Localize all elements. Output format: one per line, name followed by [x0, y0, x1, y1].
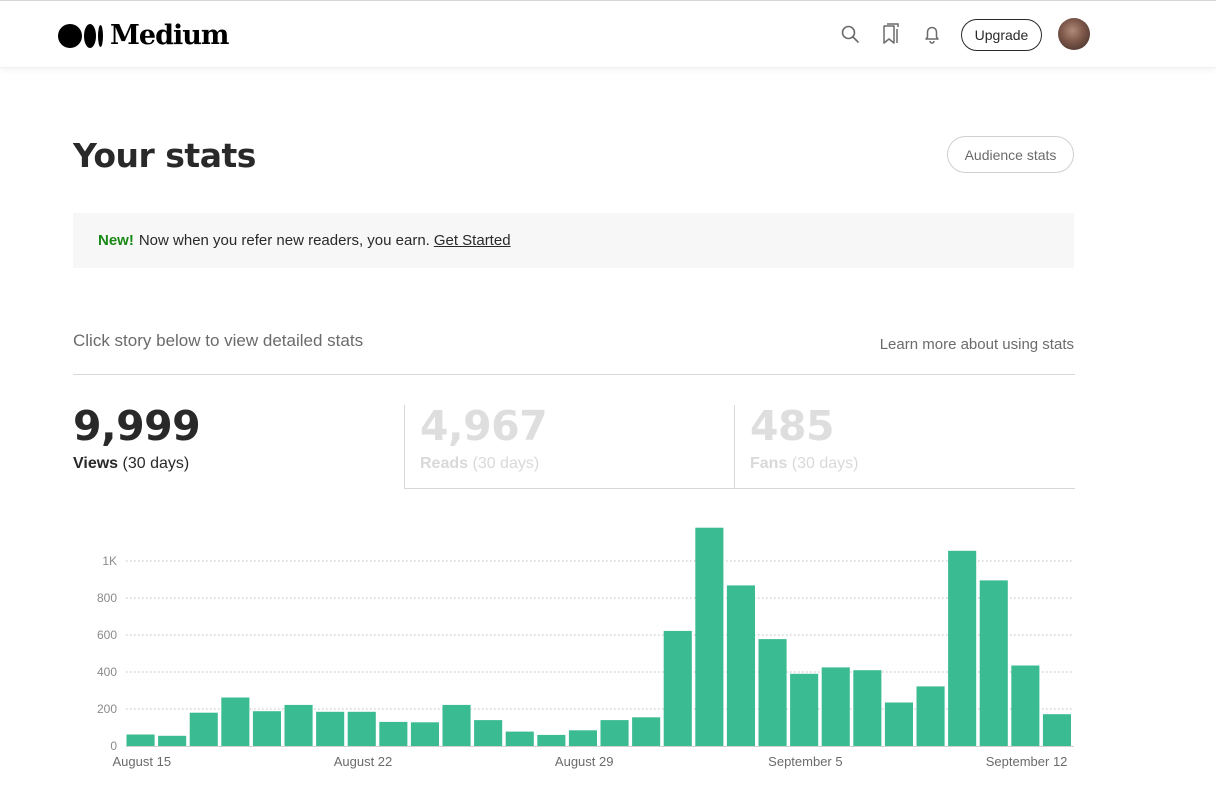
chart-bar-aug-16[interactable] [158, 735, 187, 746]
y-tick-label: 600 [97, 628, 117, 642]
reads-stat-box [404, 405, 734, 489]
chart-bar-aug-22[interactable] [347, 711, 376, 746]
fans-value: 485 [750, 402, 835, 450]
chart-bar-sep-10[interactable] [948, 550, 977, 746]
bookmarks-icon[interactable] [880, 22, 902, 46]
chart-bar-sep-5[interactable] [790, 673, 819, 746]
chart-bar-aug-21[interactable] [316, 711, 345, 746]
chart-bar-sep-4[interactable] [758, 639, 787, 746]
chart-bar-aug-31[interactable] [632, 717, 661, 746]
logo-text: Medium [110, 20, 229, 51]
views-value: 9,999 [73, 402, 201, 450]
chart-bar-sep-2[interactable] [695, 527, 724, 746]
audience-stats-button[interactable]: Audience stats [947, 136, 1074, 173]
chart-bar-aug-30[interactable] [600, 720, 629, 746]
chart-bar-sep-11[interactable] [979, 580, 1008, 746]
chart-bar-sep-13[interactable] [1042, 714, 1071, 746]
upgrade-button[interactable]: Upgrade [961, 19, 1042, 51]
chart-bar-aug-19[interactable] [252, 711, 281, 746]
notifications-icon[interactable] [921, 22, 943, 46]
chart-bar-aug-27[interactable] [505, 731, 534, 746]
reads-stat-tab[interactable]: 4,967 Reads (30 days) [420, 402, 548, 489]
top-navigation-bar: Medium Upgrade [0, 0, 1216, 68]
fans-period: (30 days) [791, 455, 859, 472]
referral-banner: New! Now when you refer new readers, you… [73, 213, 1074, 268]
y-tick-label: 400 [97, 665, 117, 679]
chart-bar-sep-12[interactable] [1011, 665, 1040, 747]
chart-bar-aug-25[interactable] [442, 704, 471, 746]
chart-bar-aug-18[interactable] [221, 697, 250, 747]
medium-logo[interactable]: Medium [58, 20, 229, 51]
x-tick-label: August 22 [334, 754, 393, 769]
chart-bar-aug-17[interactable] [189, 712, 218, 746]
fans-stat-tab[interactable]: 485 Fans (30 days) [750, 405, 859, 489]
chart-bar-aug-23[interactable] [379, 721, 408, 746]
search-icon[interactable] [839, 22, 861, 46]
get-started-link[interactable]: Get Started [433, 232, 511, 249]
chart-bar-sep-1[interactable] [663, 630, 692, 746]
reads-period: (30 days) [472, 455, 540, 472]
learn-more-link[interactable]: Learn more about using stats [879, 336, 1074, 353]
chart-bar-aug-29[interactable] [568, 730, 597, 746]
chart-bar-sep-3[interactable] [726, 585, 755, 746]
chart-bar-sep-9[interactable] [916, 686, 945, 746]
x-tick-label: August 29 [555, 754, 614, 769]
chart-bar-aug-20[interactable] [284, 704, 313, 746]
chart-bar-aug-28[interactable] [537, 734, 566, 746]
chart-bar-aug-15[interactable] [126, 734, 155, 747]
reads-value: 4,967 [420, 402, 548, 450]
page-title: Your stats [73, 136, 256, 175]
stats-hint: Click story below to view detailed stats [73, 331, 364, 350]
banner-message: Now when you refer new readers, you earn… [138, 232, 430, 249]
y-tick-label: 200 [97, 702, 117, 716]
chart-bar-sep-7[interactable] [853, 670, 882, 746]
chart-bar-aug-24[interactable] [410, 722, 439, 746]
user-avatar[interactable] [1058, 18, 1090, 50]
views-bar-chart: 0 200 400 600 800 1K August 15 August 22 August … [97, 527, 1074, 769]
new-badge: New! [98, 232, 134, 249]
x-tick-label: August 15 [113, 754, 172, 769]
reads-label: Reads [420, 455, 469, 472]
medium-logo-mark [58, 23, 103, 48]
fans-stat-box [734, 405, 1075, 489]
fans-label: Fans [750, 455, 788, 472]
views-label: Views [73, 455, 119, 472]
x-tick-label: September 5 [768, 754, 842, 769]
x-tick-label: September 12 [986, 754, 1068, 769]
views-stat-tab[interactable]: 9,999 Views (30 days) [73, 402, 201, 489]
y-tick-label: 0 [110, 739, 117, 753]
y-tick-label: 800 [97, 591, 117, 605]
views-period: (30 days) [122, 455, 190, 472]
section-divider [73, 374, 1075, 375]
chart-bar-aug-26[interactable] [474, 720, 503, 746]
chart-bar-sep-8[interactable] [884, 702, 913, 747]
y-tick-label: 1K [102, 554, 117, 568]
chart-bar-sep-6[interactable] [821, 667, 850, 746]
